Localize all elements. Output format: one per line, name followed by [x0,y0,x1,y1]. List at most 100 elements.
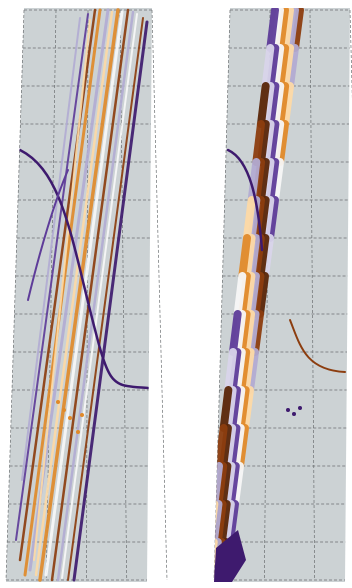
segment-stripe [242,310,256,356]
segment-stripe [233,348,246,394]
segment-stripe [231,424,245,470]
segment-stripe [238,234,251,280]
grid-column-line [5,9,25,581]
segment-stripe [226,500,239,546]
segment-stripe [271,158,284,204]
segment-stripe [251,272,265,318]
trajectory-line [72,20,149,582]
segment-stripe [228,386,241,432]
trajectory-line [50,8,130,582]
scatter-point [80,413,84,417]
segment-stripe [219,386,233,432]
segment-stripe [257,158,270,204]
segment-stripe [247,272,260,318]
segment-stripe [227,424,241,470]
segment-stripe [224,348,237,394]
segment-stripe [221,500,235,546]
segment-stripe [237,310,251,356]
right-panel-background [214,8,350,582]
segment-stripe [271,44,285,90]
scatter-point [298,406,302,410]
segment-stripe [266,44,280,90]
scatter-point [286,408,290,412]
segment-stripe [214,500,219,546]
trajectory-line [34,10,114,577]
segment-stripe [257,82,270,128]
segment-stripe [251,234,265,280]
scatter-point [292,412,296,416]
segment-stripe [247,234,261,280]
segment-stripe [286,44,299,90]
segment-stripe [215,424,228,470]
grid-column-line [309,9,316,581]
trajectory-line [44,10,124,577]
segment-stripe [261,158,275,204]
segment-stripe [276,82,290,128]
segment-stripe [241,386,254,432]
segment-stripe [232,386,246,432]
segment-stripe [261,120,275,166]
segment-stripe [256,272,269,318]
segment-stripe [229,310,242,356]
segment-stripe [242,234,256,280]
trajectory-line [33,19,91,561]
segment-stripe [266,120,280,166]
scatter-point [76,430,80,434]
scatter-point [68,416,72,420]
right-panel [205,8,352,582]
right-panel-trajectories [205,8,346,582]
segment-stripe [266,8,279,52]
segment-stripe [246,310,260,356]
segment-stripe [281,82,294,128]
segment-stripe [276,120,289,166]
segment-stripe [247,158,261,204]
segment-stripe [205,542,210,580]
segment-stripe [271,120,285,166]
trajectory-line [38,8,120,582]
segment-stripe [271,8,284,52]
segment-stripe [281,8,294,52]
segment-stripe [261,82,275,128]
segment-stripe [226,462,240,508]
segment-stripe [286,8,299,52]
grid-column-line [151,9,168,581]
segment-stripe [266,196,279,242]
segment-stripe [223,424,237,470]
segment-stripe [252,158,266,204]
segment-stripe [218,462,232,508]
segment-stripe [291,8,304,52]
segment-stripe [266,158,280,204]
segment-stripe [276,44,290,90]
sigmoid-curve [226,148,264,252]
trajectory-line [56,10,135,582]
scatter-point [56,400,60,404]
segment-stripe [236,424,249,470]
trajectory-line [67,17,144,581]
segment-stripe [222,462,236,508]
sigmoid-curve [18,148,150,390]
segment-stripe [251,310,264,356]
segment-stripe [261,234,274,280]
segment-stripe [257,120,270,166]
segment-stripe [214,462,228,508]
segment-stripe [241,348,255,394]
segment-stripe [223,386,237,432]
segment-stripe [276,8,289,52]
segment-stripe [256,234,270,280]
left-panel-trajectories [15,8,150,582]
arc-curve [27,169,69,301]
segment-stripe [231,462,244,508]
segment-stripe [271,82,285,128]
scatter-point [62,408,66,412]
segment-stripe [281,44,295,90]
segment-stripe [233,310,247,356]
segment-stripe [228,348,242,394]
dense-cluster [214,530,246,582]
trajectory-line [61,13,138,579]
segment-stripe [261,44,275,90]
segment-stripe [236,386,250,432]
segment-stripe [256,196,270,242]
segment-stripe [219,424,232,470]
segment-stripe [233,272,247,318]
